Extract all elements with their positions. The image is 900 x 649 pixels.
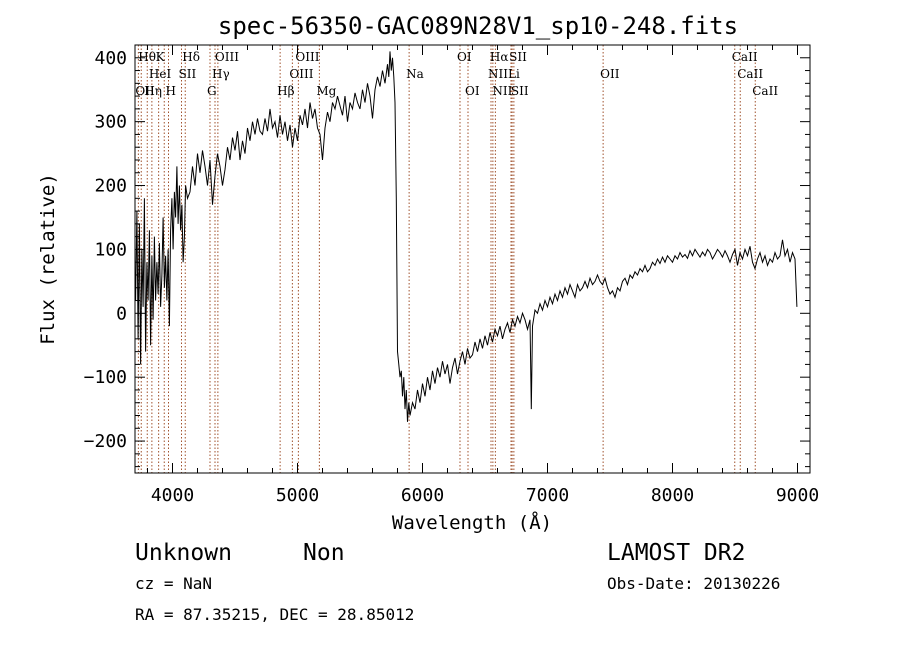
line-marker-label: Na [406,67,424,81]
y-tick-label: 300 [94,112,127,133]
x-tick-label: 7000 [526,485,569,506]
line-marker-label: OIII [289,67,313,81]
x-tick-label: 6000 [401,485,444,506]
spectrum-series-line [135,51,798,422]
chart-title: spec-56350-GAC089N28V1_sp10-248.fits [218,12,738,40]
info-class: Unknown [135,540,232,566]
plot-frame [134,44,811,474]
line-marker-label: SII [511,84,529,98]
line-marker-label: CaII [752,84,778,98]
x-axis-ticks: 4000 5000 6000 7000 8000 9000 [147,45,819,506]
y-tick-label: 100 [94,239,127,260]
line-marker-label: OII [135,84,155,98]
y-tick-label: 200 [94,176,127,197]
line-marker-label: NII [488,67,508,81]
info-obs-date: Obs-Date: 20130226 [607,574,780,593]
line-markers [137,45,756,473]
line-marker-label: OI [465,84,480,98]
y-tick-label: 400 [94,48,127,69]
y-axis-label: Flux (relative) [37,173,59,345]
line-marker-label: H [166,84,176,98]
line-marker-label: SII [509,50,527,64]
x-axis-label: Wavelength (Å) [392,511,552,534]
line-marker-label: CaII [732,50,758,64]
line-marker-label: Li [508,67,520,81]
line-marker-labels: OIIHθHηHeIKHSIIHδGHγOIIIHβOIIIOIIIMgNaOI… [135,50,778,98]
line-marker-label: NII [492,84,512,98]
y-tick-label: −200 [84,431,127,452]
line-marker-label: Hγ [212,67,230,81]
line-marker-label: Hβ [277,84,294,98]
line-marker-label: Hη [144,84,162,98]
line-marker-label: OI [457,50,472,64]
y-tick-label: 0 [116,303,127,324]
x-tick-label: 4000 [151,485,194,506]
y-axis-ticks: −200 −100 0 100 200 300 400 [84,44,810,468]
line-marker-label: Hδ [182,50,200,64]
line-marker-label: OIII [295,50,319,64]
line-marker-label: Hα [490,50,509,64]
line-marker-label: OII [600,67,620,81]
line-marker-label: Mg [316,84,336,98]
line-marker-label: CaII [737,67,763,81]
info-survey: LAMOST DR2 [607,540,745,566]
line-marker-label: OIII [215,50,239,64]
x-tick-label: 9000 [776,485,819,506]
x-tick-label: 8000 [651,485,694,506]
info-subclass: Non [303,540,345,566]
line-marker-label: K [156,50,166,64]
line-marker-label: G [207,84,217,98]
info-coords: RA = 87.35215, DEC = 28.85012 [135,605,414,624]
line-marker-label: SII [179,67,197,81]
info-cz: cz = NaN [135,574,212,593]
x-tick-label: 5000 [276,485,319,506]
line-marker-label: Hθ [138,50,156,64]
y-tick-label: −100 [84,367,127,388]
line-marker-label: HeI [149,67,172,81]
